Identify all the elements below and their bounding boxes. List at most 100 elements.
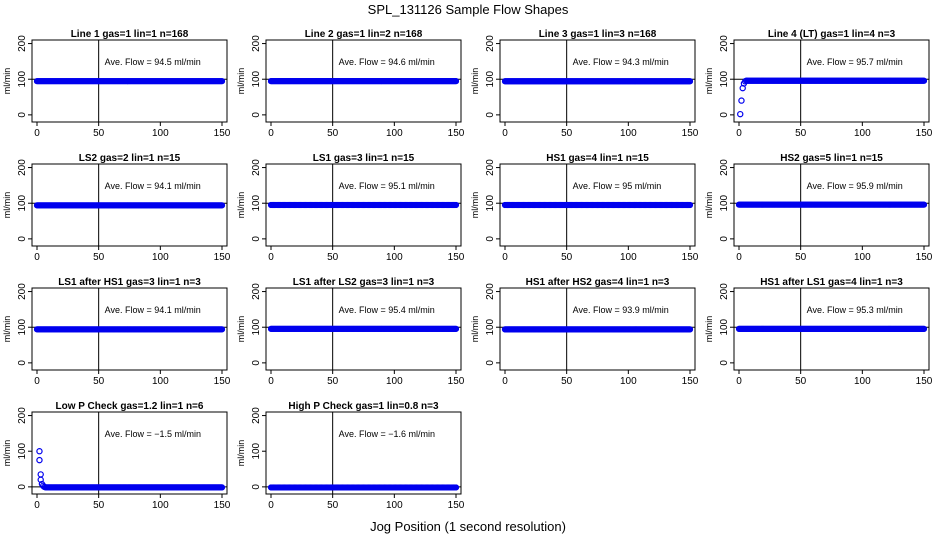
figure-x-axis-label: Jog Position (1 second resolution) [370, 519, 566, 534]
panel-3-title: Line 3 gas=1 lin=3 n=168 [539, 29, 657, 40]
panel-9-y-tick-label-100: 100 [17, 318, 28, 335]
panel-12-point [920, 325, 928, 332]
panel-14-x-tick-label-150: 150 [448, 500, 465, 511]
panel-11-frame [499, 287, 696, 371]
panel-2-frame [265, 39, 462, 123]
panel-12-y-tick-label-200: 200 [719, 283, 730, 300]
panel-3-y-tick-label-100: 100 [485, 70, 496, 87]
panel-2-title: Line 2 gas=1 lin=2 n=168 [305, 29, 423, 40]
panel-11-y-tick-label-200: 200 [485, 283, 496, 300]
panel-13-ave-flow-label: Ave. Flow = −1.5 ml/min [105, 429, 201, 439]
panel-5-y-tick-label-100: 100 [17, 194, 28, 211]
panel-14-point [452, 484, 460, 491]
panel-14-x-tick-label-0: 0 [268, 500, 274, 511]
panel-8-y-tick-label-200: 200 [719, 159, 730, 176]
panel-1-y-tick-label-200: 200 [17, 35, 28, 52]
panel-2-y-tick-label-200: 200 [251, 35, 262, 52]
panel-1-point [218, 78, 226, 85]
panel-5-frame [31, 163, 228, 247]
panel-1-x-tick-label-50: 50 [93, 128, 105, 139]
panel-7-title: HS1 gas=4 lin=1 n=15 [546, 153, 649, 164]
panel-8-x-tick-label-100: 100 [854, 252, 871, 263]
panel-14-x-tick-label-50: 50 [327, 500, 339, 511]
panel-13-y-tick-label-100: 100 [17, 442, 28, 459]
panel-12-title: HS1 after LS1 gas=4 lin=1 n=3 [760, 277, 903, 288]
panel-11-y-tick-label-100: 100 [485, 318, 496, 335]
panel-12-x-tick-label-0: 0 [736, 376, 742, 387]
panel-12-x-tick-label-150: 150 [916, 376, 933, 387]
panel-11-y-tick-label-0: 0 [485, 360, 496, 366]
panel-13-frame [31, 411, 228, 495]
panel-11-x-tick-label-100: 100 [620, 376, 637, 387]
panel-3-point [686, 78, 694, 85]
panel-14-ave-flow-label: Ave. Flow = −1.6 ml/min [339, 429, 435, 439]
panel-10-y-axis-label: ml/min [236, 316, 246, 343]
panel-11-point [686, 326, 694, 333]
panel-13-y-tick-label-0: 0 [17, 484, 28, 490]
panel-6-y-tick-label-100: 100 [251, 194, 262, 211]
panel-13-startup-point-3 [37, 471, 44, 478]
panel-9-x-tick-label-100: 100 [152, 376, 169, 387]
panel-13-startup-point-7 [41, 483, 48, 491]
panel-6-y-tick-label-200: 200 [251, 159, 262, 176]
panel-4-y-tick-label-200: 200 [719, 35, 730, 52]
panel-6-y-axis-label: ml/min [236, 192, 246, 219]
panel-7-y-tick-label-0: 0 [485, 236, 496, 242]
panel-4-startup-point-1 [737, 110, 744, 118]
panel-12-ave-flow-label: Ave. Flow = 95.3 ml/min [807, 305, 903, 315]
panel-5-point [218, 202, 226, 209]
panel-14-title: High P Check gas=1 lin=0.8 n=3 [288, 401, 439, 412]
panel-12-x-tick-label-100: 100 [854, 376, 871, 387]
panel-5-title: LS2 gas=2 lin=1 n=15 [79, 153, 181, 164]
panel-8-x-tick-label-50: 50 [795, 252, 807, 263]
panel-13-y-axis-label: ml/min [2, 440, 12, 467]
panel-2-x-tick-label-150: 150 [448, 128, 465, 139]
panel-13-x-tick-label-100: 100 [152, 500, 169, 511]
panel-1-frame [31, 39, 228, 123]
panel-7-point [686, 201, 694, 209]
panel-14-y-tick-label-100: 100 [251, 442, 262, 459]
panel-1-x-tick-label-150: 150 [214, 128, 231, 139]
panel-11-ave-flow-label: Ave. Flow = 93.9 ml/min [573, 305, 669, 315]
panel-10-ave-flow-label: Ave. Flow = 95.4 ml/min [339, 305, 435, 315]
panel-3-ave-flow-label: Ave. Flow = 94.3 ml/min [573, 57, 669, 67]
panel-11-x-tick-label-50: 50 [561, 376, 573, 387]
panel-1-y-tick-label-0: 0 [17, 112, 28, 118]
panel-8-y-tick-label-0: 0 [719, 236, 730, 242]
panel-6-x-tick-label-0: 0 [268, 252, 274, 263]
panel-13-x-tick-label-0: 0 [34, 500, 40, 511]
panel-5-y-tick-label-200: 200 [17, 159, 28, 176]
panel-8-point [920, 201, 928, 208]
panel-4-x-tick-label-50: 50 [795, 128, 807, 139]
panel-6-ave-flow-label: Ave. Flow = 95.1 ml/min [339, 181, 435, 191]
panel-5-x-tick-label-100: 100 [152, 252, 169, 263]
panel-1-x-tick-label-100: 100 [152, 128, 169, 139]
panel-5-x-tick-label-50: 50 [93, 252, 105, 263]
panel-4-frame [733, 39, 930, 123]
panel-1-y-axis-label: ml/min [2, 68, 12, 95]
panel-8-x-tick-label-0: 0 [736, 252, 742, 263]
panel-2-x-tick-label-50: 50 [327, 128, 339, 139]
panel-6-x-tick-label-50: 50 [327, 252, 339, 263]
panel-2-y-axis-label: ml/min [236, 68, 246, 95]
panel-6-y-tick-label-0: 0 [251, 236, 262, 242]
panel-5-x-tick-label-0: 0 [34, 252, 40, 263]
panel-8-x-tick-label-150: 150 [916, 252, 933, 263]
panel-4-y-tick-label-100: 100 [719, 70, 730, 87]
panel-3-x-tick-label-150: 150 [682, 128, 699, 139]
panel-9-point [218, 326, 226, 333]
panel-8-ave-flow-label: Ave. Flow = 95.9 ml/min [807, 181, 903, 191]
panel-7-ave-flow-label: Ave. Flow = 95 ml/min [573, 181, 662, 191]
panel-2-y-tick-label-0: 0 [251, 112, 262, 118]
panel-10-y-tick-label-0: 0 [251, 360, 262, 366]
panel-13-point [218, 484, 226, 491]
panel-3-x-tick-label-0: 0 [502, 128, 508, 139]
panel-4-startup-point-6 [743, 77, 750, 84]
panel-2-point [452, 78, 460, 85]
panel-7-x-tick-label-50: 50 [561, 252, 573, 263]
panel-12-frame [733, 287, 930, 371]
panel-10-x-tick-label-100: 100 [386, 376, 403, 387]
panel-10-y-tick-label-200: 200 [251, 283, 262, 300]
panel-9-x-tick-label-150: 150 [214, 376, 231, 387]
panel-5-y-axis-label: ml/min [2, 192, 12, 219]
